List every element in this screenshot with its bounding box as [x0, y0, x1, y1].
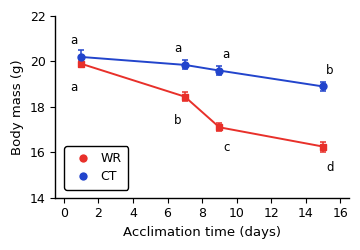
Text: a: a: [71, 81, 78, 94]
Text: c: c: [223, 141, 229, 154]
X-axis label: Acclimation time (days): Acclimation time (days): [123, 226, 281, 239]
Text: a: a: [174, 42, 181, 55]
Text: b: b: [326, 64, 334, 77]
Text: a: a: [71, 34, 78, 47]
Legend: WR, CT: WR, CT: [64, 146, 128, 190]
Text: b: b: [174, 114, 182, 127]
Text: a: a: [222, 48, 230, 61]
Y-axis label: Body mass (g): Body mass (g): [11, 59, 24, 155]
Text: d: d: [326, 161, 334, 174]
